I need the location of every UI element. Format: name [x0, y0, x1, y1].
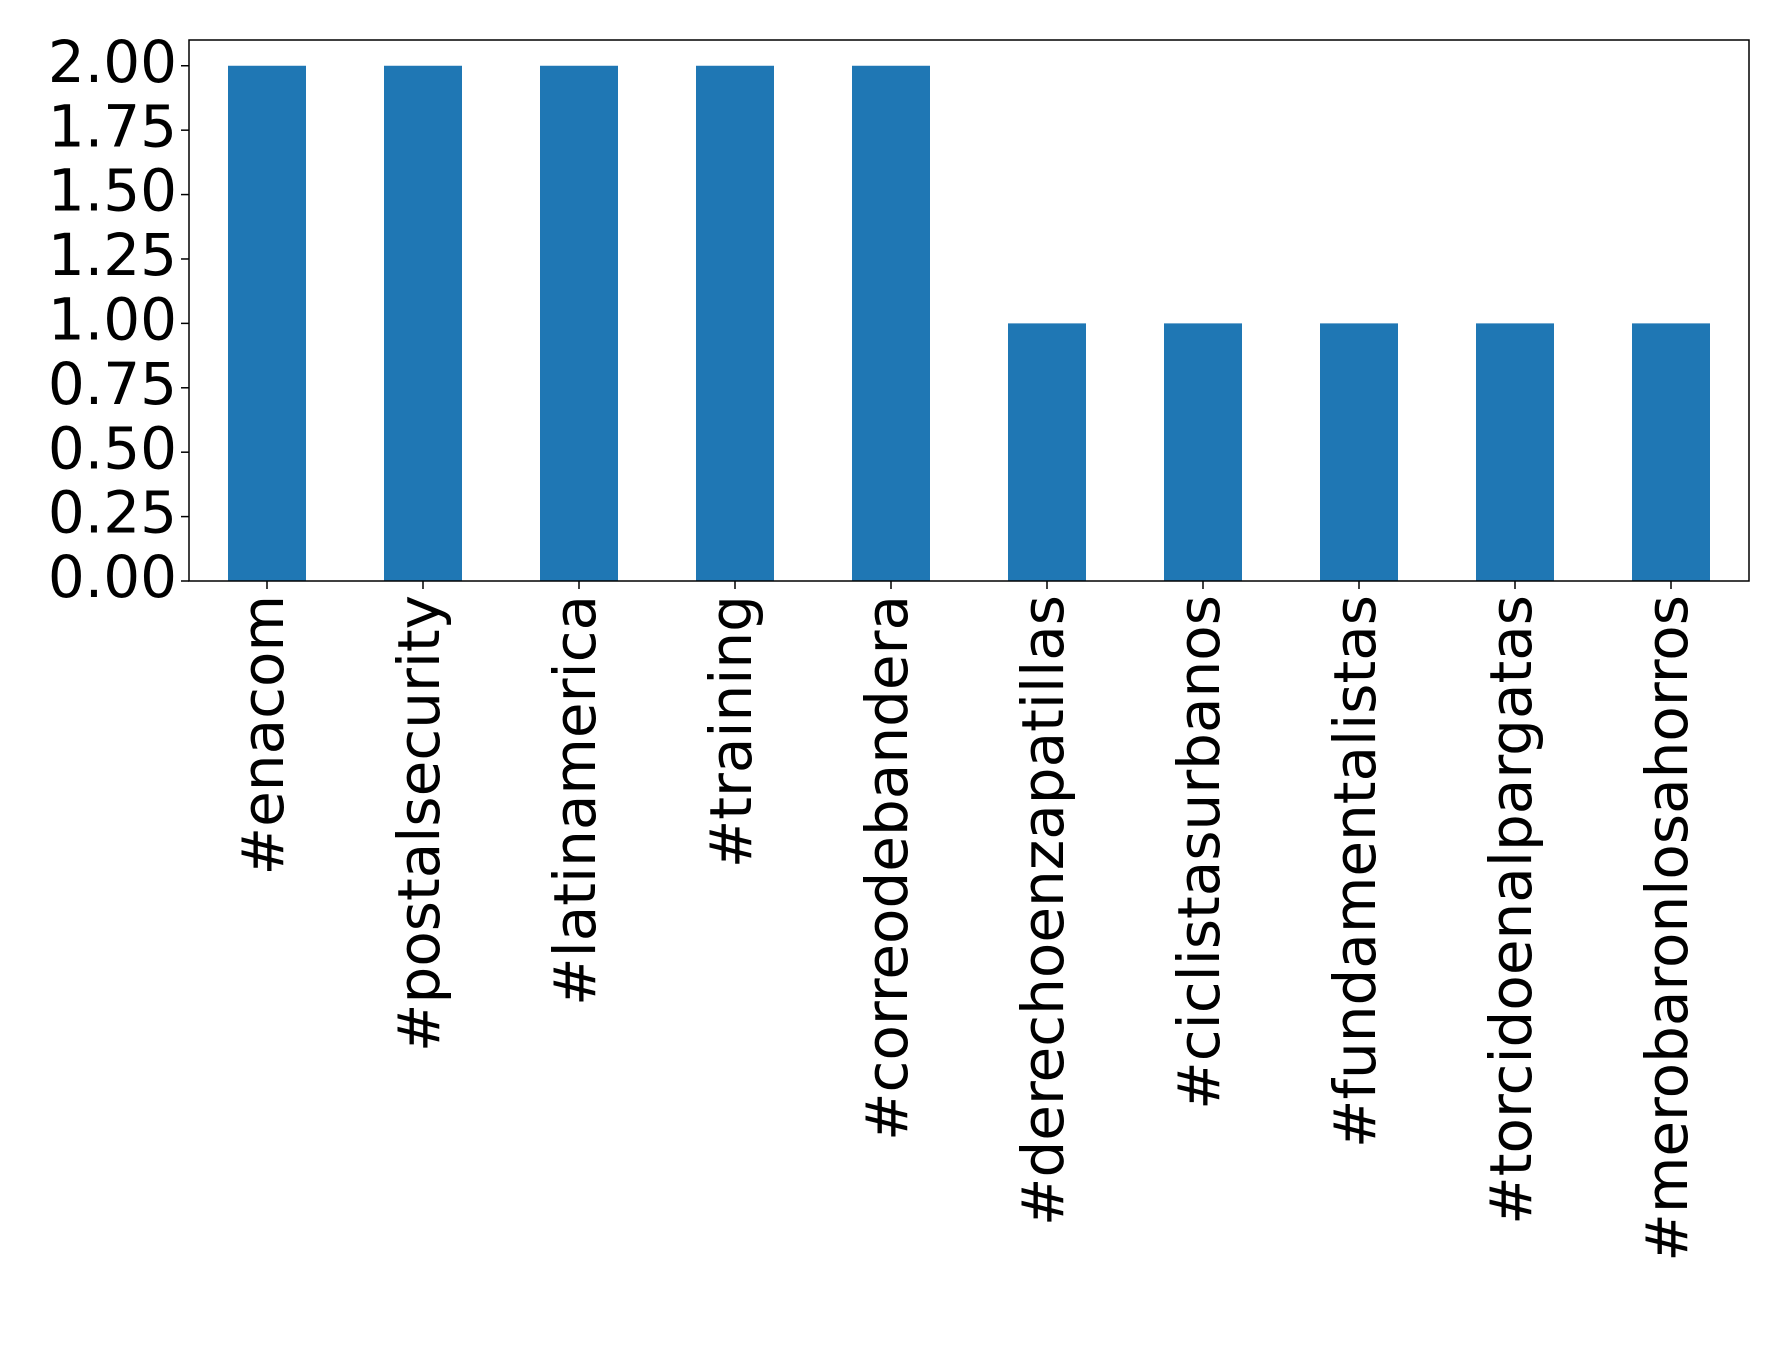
y-tick-label: 1.25 [48, 221, 177, 289]
x-tick-label: #fundamentalistas [1321, 595, 1389, 1148]
y-tick-label: 0.50 [48, 414, 177, 482]
bar [1164, 323, 1242, 581]
x-tick-label: #ciclistasurbanos [1165, 595, 1233, 1110]
y-tick-label: 0.25 [48, 479, 177, 547]
bar [1476, 323, 1554, 581]
plot-frame [188, 39, 1750, 582]
x-tick-label: #training [697, 595, 765, 868]
y-tick-label: 1.50 [48, 157, 177, 225]
x-tick-label: #correodebandera [853, 595, 921, 1141]
y-tick-label: 0.00 [48, 543, 177, 611]
bar [1320, 323, 1398, 581]
x-tick-label: #latinamerica [541, 595, 609, 1006]
bar [540, 65, 618, 581]
x-tick-label: #merobaronlosahorros [1633, 595, 1701, 1262]
y-tick-label: 1.00 [48, 285, 177, 353]
y-tick-label: 0.75 [48, 350, 177, 418]
y-tick-label: 1.75 [48, 92, 177, 160]
bar [852, 65, 930, 581]
x-tick-label: #torcidoenalpargatas [1477, 595, 1545, 1225]
x-tick-label: #enacom [229, 595, 297, 875]
x-tick-label: #derechoenzapatillas [1009, 595, 1077, 1226]
bar [1632, 323, 1710, 581]
bar [696, 65, 774, 581]
x-tick-label: #postalsecurity [385, 595, 453, 1052]
bar [384, 65, 462, 581]
bar [228, 65, 306, 581]
y-tick-label: 2.00 [48, 28, 177, 96]
bar [1008, 323, 1086, 581]
